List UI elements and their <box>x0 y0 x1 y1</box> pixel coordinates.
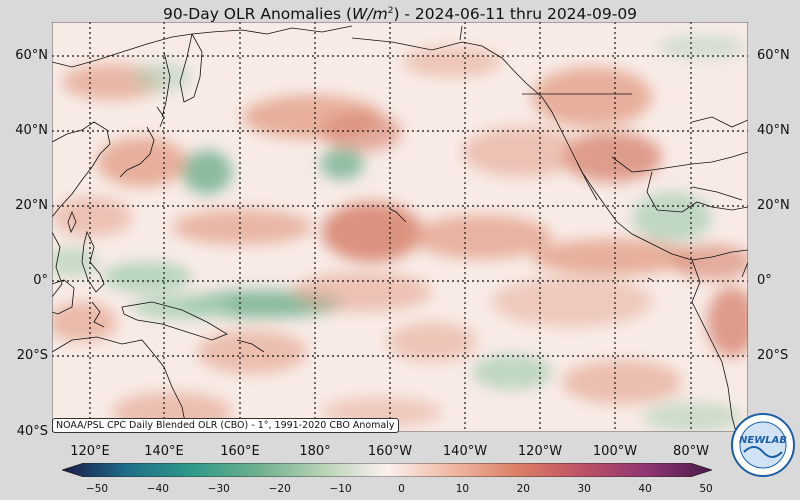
negative-anomaly-region <box>320 148 364 180</box>
longitude-label: 120°E <box>70 444 110 459</box>
colorbar-tick-label: 30 <box>577 483 591 495</box>
colorbar-tick-label: 0 <box>398 483 405 495</box>
latitude-label-left: 20°N <box>15 198 48 213</box>
longitude-label: 140°W <box>442 444 488 459</box>
anomaly-field <box>52 35 748 432</box>
positive-anomaly-region <box>492 277 652 327</box>
negative-anomaly-region <box>472 354 552 390</box>
negative-anomaly-region <box>642 402 742 432</box>
positive-anomaly-region <box>412 215 552 259</box>
positive-anomaly-region <box>52 197 132 237</box>
title-suffix: ) - 2024-06-11 thru 2024-09-09 <box>393 5 638 24</box>
positive-anomaly-region <box>562 360 682 404</box>
negative-anomaly-region <box>52 247 97 277</box>
latitude-label-left: 60°N <box>15 48 48 63</box>
coastlines <box>52 25 748 432</box>
latitude-label-left: 40°N <box>15 123 48 138</box>
map-title: 90-Day OLR Anomalies (W/m2) - 2024-06-11… <box>0 0 800 24</box>
colorbar-tick-label: −40 <box>146 483 169 495</box>
negative-anomaly-region <box>132 62 192 92</box>
positive-anomaly-region <box>292 272 432 312</box>
colorbar-tick-label: −20 <box>268 483 291 495</box>
positive-anomaly-region <box>387 322 477 362</box>
positive-anomaly-region <box>322 202 422 262</box>
colorbar-tick-label: 40 <box>638 483 652 495</box>
olr-anomaly-map <box>52 22 748 432</box>
colorbar-tick-label: −50 <box>85 483 109 495</box>
longitude-label: 180° <box>299 444 331 459</box>
title-prefix: 90-Day OLR Anomalies ( <box>162 5 353 24</box>
logo-text: NEWLAB <box>739 435 787 446</box>
negative-anomaly-region <box>182 150 232 194</box>
negative-anomaly-region <box>632 192 712 242</box>
latitude-label-right: 20°N <box>757 198 790 213</box>
colorbar-tick-label: 10 <box>455 483 470 495</box>
graticule <box>52 22 748 432</box>
negative-anomaly-region <box>657 35 747 59</box>
positive-anomaly-region <box>52 302 117 342</box>
latitude-label-left: 0° <box>33 273 48 288</box>
latitude-label-right: 0° <box>757 273 772 288</box>
colorbar-tick-label: 20 <box>516 483 530 495</box>
longitude-label: 160°W <box>367 444 413 459</box>
longitude-label: 120°W <box>517 444 563 459</box>
colorbar-tick-label: 50 <box>699 483 713 495</box>
latitude-label-left: 20°S <box>16 348 48 363</box>
positive-anomaly-region <box>197 330 307 374</box>
positive-anomaly-region <box>532 67 652 127</box>
positive-anomaly-region <box>172 209 312 245</box>
negative-anomaly-region <box>102 262 192 292</box>
negative-anomaly-region <box>132 295 232 319</box>
colorbar <box>62 463 712 477</box>
latitude-label-right: 40°N <box>757 123 790 138</box>
newlab-logo: NEWLAB <box>731 413 795 477</box>
longitude-label: 160°E <box>220 444 260 459</box>
colorbar-tick-label: −10 <box>329 483 352 495</box>
title-unit-exponent: 2 <box>387 6 394 16</box>
latitude-label-right: 60°N <box>757 48 790 63</box>
longitude-label: 140°E <box>144 444 184 459</box>
positive-anomaly-region <box>707 287 748 357</box>
latitude-label-left: 40°S <box>16 424 48 439</box>
colorbar-tick-label: −30 <box>207 483 230 495</box>
longitude-label: 80°W <box>673 444 709 459</box>
positive-anomaly-region <box>532 239 692 275</box>
latitude-label-right: 20°S <box>757 348 789 363</box>
positive-anomaly-region <box>322 112 402 152</box>
longitude-label: 100°W <box>592 444 638 459</box>
title-unit: W/m <box>352 5 388 24</box>
logo-wave-icon <box>743 446 783 458</box>
data-source-credit: NOAA/PSL CPC Daily Blended OLR (CBO) - 1… <box>52 418 399 433</box>
positive-anomaly-region <box>402 47 502 77</box>
positive-anomaly-region <box>462 127 582 177</box>
colorbar-fill <box>62 463 712 477</box>
